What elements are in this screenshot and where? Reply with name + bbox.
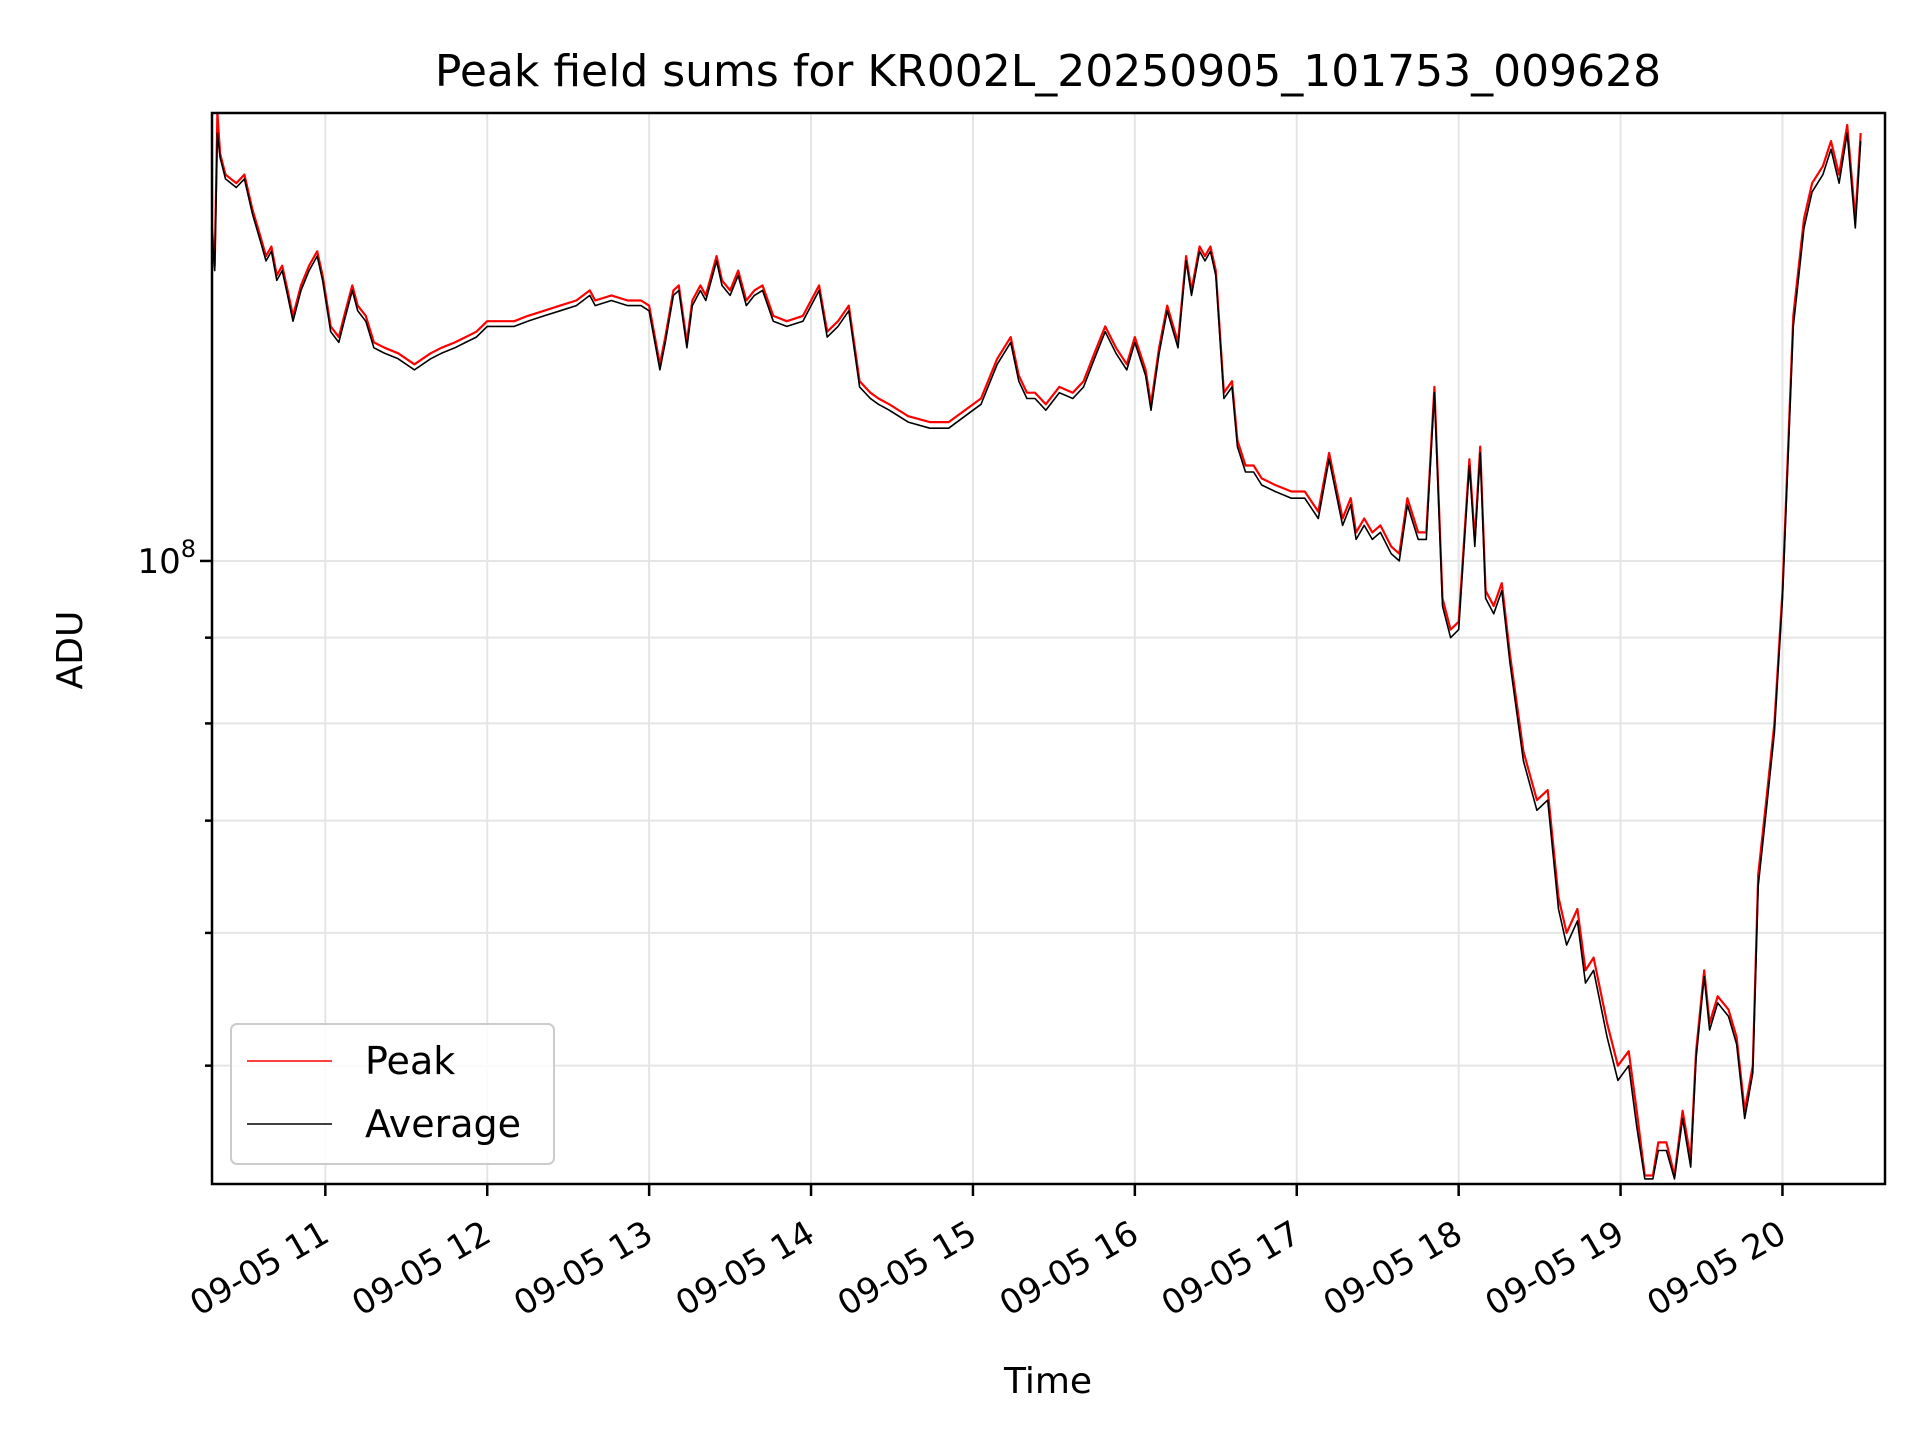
series-lines: [210, 111, 1862, 1180]
legend: Peak Average: [230, 1023, 555, 1165]
y-axis-label: ADU: [50, 611, 91, 690]
series-line-average: [211, 132, 1862, 1180]
x-axis-label: Time: [1003, 1361, 1092, 1402]
legend-label-peak: Peak: [365, 1039, 455, 1083]
chart-title: Peak field sums for KR002L_20250905_1017…: [435, 46, 1661, 97]
plot-frame: [210, 111, 1887, 1186]
legend-box: [230, 1023, 555, 1165]
grid: [212, 113, 1885, 1184]
series-line-peak: [210, 111, 1862, 1177]
legend-label-average: Average: [365, 1102, 521, 1146]
y-tick-label: 108: [137, 535, 196, 582]
